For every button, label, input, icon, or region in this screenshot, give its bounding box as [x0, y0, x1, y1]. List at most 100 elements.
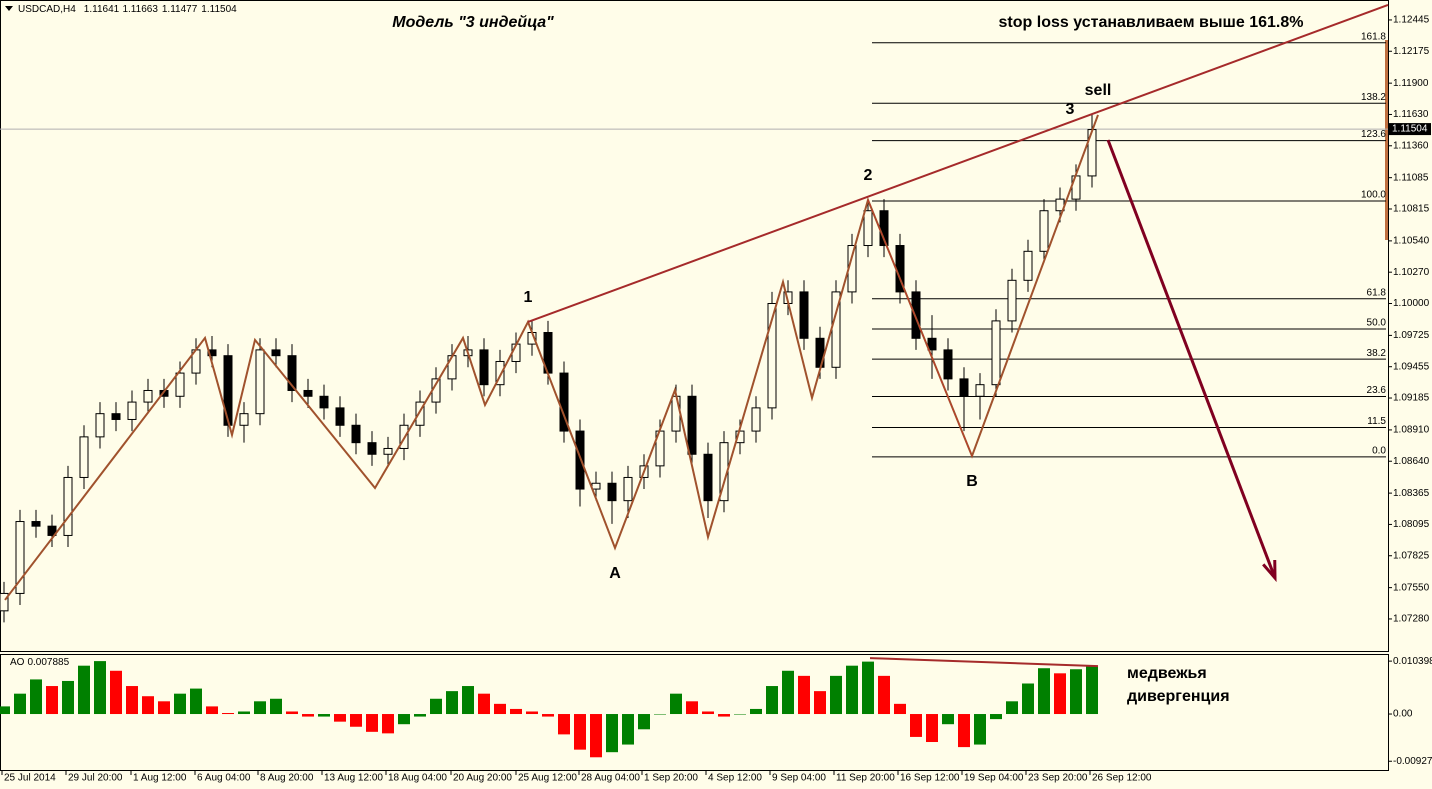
y-tick-label: 1.07280	[1393, 614, 1430, 625]
arrow-head	[1262, 559, 1277, 583]
ao-bar	[0, 706, 10, 715]
candle-body	[607, 482, 617, 502]
ao-bar	[62, 680, 74, 715]
candle-body	[623, 476, 633, 502]
fib-label: 123.6	[1361, 129, 1386, 140]
ao-bar	[670, 693, 682, 715]
divergence-line	[869, 657, 1099, 668]
ao-bar	[1054, 673, 1066, 715]
ao-value: 0.007885	[27, 657, 69, 668]
fib-label: 23.6	[1367, 385, 1387, 396]
candle-body	[15, 521, 25, 594]
candle-body	[0, 592, 9, 612]
arrow	[1106, 139, 1277, 579]
symbol: USDCAD,H4	[18, 4, 76, 15]
x-tick-label: 1 Aug 12:00	[133, 773, 187, 784]
y-tick-label: 1.08910	[1393, 425, 1430, 436]
candle-body	[927, 337, 937, 351]
y-tick-label: 0.010398	[1393, 656, 1432, 667]
pivot-label: 3	[1066, 101, 1075, 118]
ao-bar	[462, 686, 474, 715]
ao-bar	[766, 686, 778, 715]
ao-bar	[270, 698, 282, 715]
y-tick-label: -0.009279	[1393, 756, 1432, 767]
ao-bar	[190, 688, 202, 715]
candle-body	[207, 349, 217, 357]
x-tick-label: 1 Sep 20:00	[644, 773, 698, 784]
ao-bar	[782, 670, 794, 715]
ao-bar	[1022, 683, 1034, 715]
ao-bar	[94, 661, 106, 715]
candle-body	[991, 320, 1001, 386]
candle-body	[479, 349, 489, 386]
pivot-label: 2	[864, 167, 873, 184]
ao-bar	[46, 686, 58, 715]
candle-body	[271, 349, 281, 357]
x-tick-label: 9 Sep 04:00	[772, 773, 826, 784]
ao-bar	[254, 701, 266, 715]
x-tick-label: 25 Aug 12:00	[518, 773, 577, 784]
y-tick-label: 1.11630	[1393, 109, 1429, 120]
y-tick-label: 1.12445	[1393, 15, 1430, 26]
y-tick-label: 1.11900	[1393, 78, 1429, 89]
y-tick-label: 1.12175	[1393, 46, 1430, 57]
ao-bar	[638, 714, 650, 730]
ao-bar	[430, 698, 442, 715]
fib-label: 38.2	[1367, 348, 1387, 359]
ao-bar	[238, 711, 250, 715]
ao-bar	[350, 714, 362, 727]
ao-bar	[158, 701, 170, 715]
y-tick-label: 1.10540	[1393, 236, 1430, 247]
candle-body	[255, 349, 265, 415]
candle-body	[911, 291, 921, 339]
candle-body	[111, 413, 121, 420]
candle-body	[943, 349, 953, 380]
x-tick-label: 26 Sep 12:00	[1092, 773, 1152, 784]
ao-bar	[990, 714, 1002, 720]
ao-annotation: медвежья	[1127, 665, 1207, 682]
header-open: 1.11641	[84, 4, 120, 15]
ao-bar	[606, 714, 618, 753]
y-tick-label: 1.08095	[1393, 519, 1430, 530]
x-tick-label: 19 Sep 04:00	[964, 773, 1024, 784]
ao-bar	[734, 714, 746, 715]
candle-body	[415, 401, 425, 426]
candle-body	[223, 355, 233, 426]
ao-bar	[590, 714, 602, 758]
ao-bar	[446, 691, 458, 715]
candle-body	[127, 401, 137, 420]
ao-bar	[286, 711, 298, 715]
header-icon	[5, 6, 13, 11]
y-tick-label: 1.09455	[1393, 361, 1430, 372]
ao-bar	[910, 714, 922, 737]
ao-bar	[510, 708, 522, 715]
header-close: 1.11504	[201, 4, 237, 15]
last-price-label: 1.11504	[1392, 124, 1428, 135]
ao-bar	[318, 714, 330, 717]
ao-bar	[718, 714, 730, 717]
ao-bar	[846, 665, 858, 715]
ao-bar	[750, 708, 762, 715]
candle-body	[1039, 210, 1049, 252]
ao-bar	[1006, 701, 1018, 715]
ao-bar	[814, 691, 826, 715]
ao-bar	[382, 714, 394, 734]
candle-body	[63, 476, 73, 536]
chart-title: Модель "3 индейца"	[392, 14, 554, 31]
fib-label: 11.5	[1367, 416, 1386, 427]
candle-body	[671, 395, 681, 432]
trendline	[527, 4, 1389, 323]
y-tick-label: 1.10815	[1393, 204, 1430, 215]
ao-bar	[926, 714, 938, 743]
candle-body	[319, 395, 329, 409]
candle-body	[287, 355, 297, 391]
ao-bar	[302, 714, 314, 717]
axis-marker	[1385, 40, 1388, 240]
y-tick-label: 1.09725	[1393, 330, 1430, 341]
y-tick-label: 1.09185	[1393, 393, 1430, 404]
x-tick-label: 8 Aug 20:00	[260, 773, 314, 784]
candle-body	[975, 384, 985, 397]
ao-bar	[222, 713, 234, 715]
ao-bar	[78, 665, 90, 715]
